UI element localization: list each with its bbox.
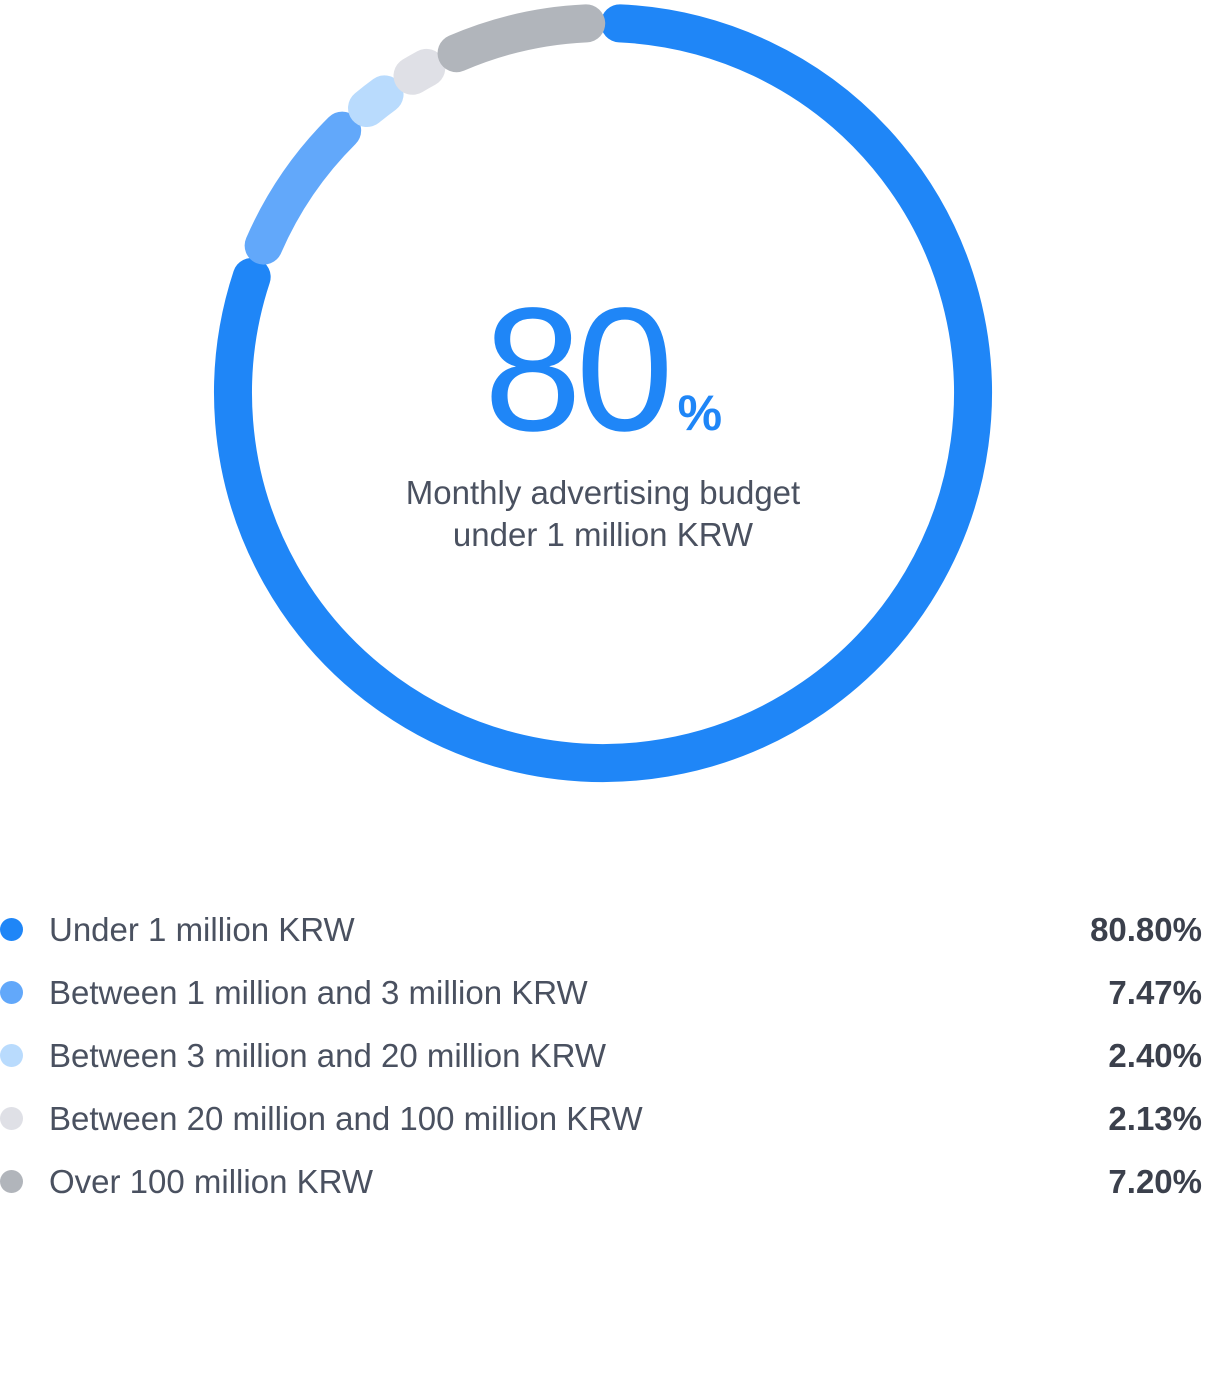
donut-segment: [437, 4, 606, 73]
legend-value: 2.40%: [1108, 1036, 1202, 1074]
legend-label: Over 100 million KRW: [49, 1162, 373, 1200]
legend-item: Between 20 million and 100 million KRW 2…: [0, 1087, 1206, 1150]
legend-dot-icon: [0, 918, 23, 941]
legend-item: Over 100 million KRW 7.20%: [0, 1150, 1206, 1213]
legend-item: Between 3 million and 20 million KRW 2.4…: [0, 1024, 1206, 1087]
legend-dot-icon: [0, 981, 23, 1004]
legend-item: Under 1 million KRW 80.80%: [0, 898, 1206, 961]
legend-value: 80.80%: [1090, 910, 1202, 948]
center-caption-line-2: under 1 million KRW: [452, 516, 754, 553]
legend-label: Between 20 million and 100 million KRW: [49, 1099, 643, 1137]
legend-label: Under 1 million KRW: [49, 910, 355, 948]
legend-value: 2.13%: [1108, 1099, 1202, 1137]
donut-segment: [348, 75, 404, 128]
legend-value: 7.47%: [1108, 973, 1202, 1011]
legend-dot-icon: [0, 1044, 23, 1067]
legend: Under 1 million KRW 80.80% Between 1 mil…: [0, 898, 1206, 1213]
legend-value: 7.20%: [1108, 1162, 1202, 1200]
center-caption: Monthly advertising budget under 1 milli…: [0, 472, 1206, 556]
center-number: 80: [483, 272, 674, 468]
legend-dot-icon: [0, 1107, 23, 1130]
legend-dot-icon: [0, 1170, 23, 1193]
legend-label: Between 1 million and 3 million KRW: [49, 973, 588, 1011]
center-value: 80 %: [0, 282, 1206, 458]
legend-label: Between 3 million and 20 million KRW: [49, 1036, 606, 1074]
donut-segment: [393, 48, 446, 95]
donut-segment: [214, 4, 992, 782]
legend-item: Between 1 million and 3 million KRW 7.47…: [0, 961, 1206, 1024]
donut-chart: [214, 4, 992, 782]
center-caption-line-1: Monthly advertising budget: [405, 474, 801, 511]
donut-segment: [244, 111, 362, 265]
center-unit: %: [677, 385, 723, 441]
